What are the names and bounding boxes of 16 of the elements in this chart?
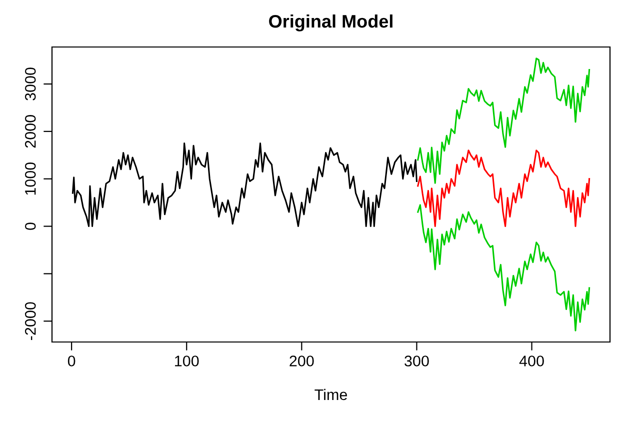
y-tick-label: 3000 (24, 68, 36, 100)
y-tick-label: -2000 (24, 302, 36, 340)
x-tick-label: 100 (175, 356, 199, 366)
x-axis-title: Time (314, 388, 348, 400)
y-tick-label: 2000 (24, 115, 36, 148)
line-series (417, 150, 590, 228)
x-tick-label: 400 (519, 356, 544, 366)
y-tick-label: 1000 (24, 162, 36, 195)
line-series (72, 142, 418, 228)
line-series (417, 58, 590, 184)
y-tick-label: 0 (24, 222, 36, 230)
x-tick-label: 0 (68, 356, 76, 366)
x-tick-label: 300 (404, 356, 429, 366)
line-series (417, 204, 590, 332)
x-tick-label: 200 (290, 356, 314, 366)
chart-title: Original Model (269, 14, 392, 32)
